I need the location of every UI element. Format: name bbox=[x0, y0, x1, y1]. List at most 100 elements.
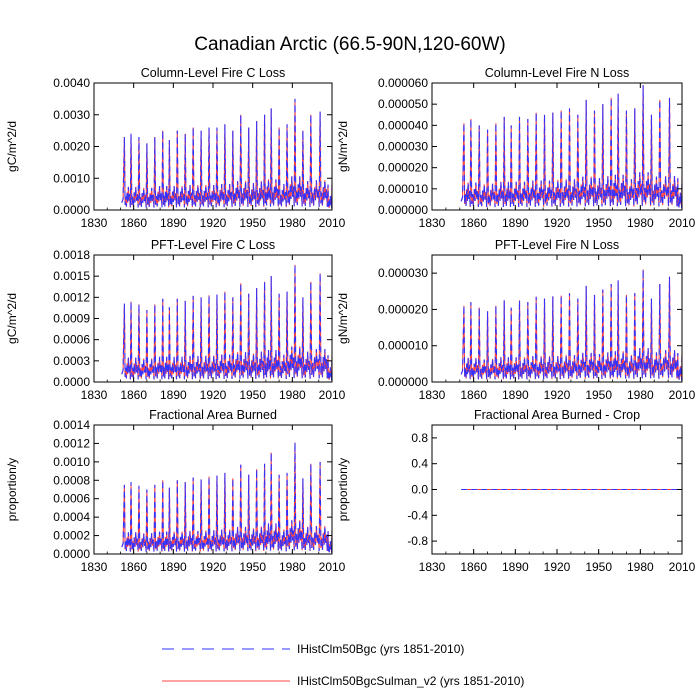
x-tick-label: 1830 bbox=[81, 388, 108, 402]
y-tick-label: 0.0020 bbox=[53, 140, 90, 154]
legend: IHistClm50Bgc (yrs 1851-2010) IHistClm50… bbox=[162, 642, 524, 688]
y-tick-label: 0.0018 bbox=[53, 248, 90, 262]
y-tick-label: 0.0003 bbox=[53, 354, 90, 368]
series-line-ihistclm50bgc bbox=[121, 442, 332, 553]
x-tick-label: 1830 bbox=[419, 560, 446, 574]
y-tick-label: 0.000000 bbox=[378, 203, 428, 217]
x-tick-label: 1920 bbox=[200, 216, 227, 230]
x-tick-label: 1980 bbox=[279, 388, 306, 402]
x-tick-label: 1860 bbox=[120, 388, 147, 402]
x-tick-label: 2010 bbox=[319, 388, 346, 402]
x-tick-label: 1890 bbox=[502, 560, 529, 574]
legend-label-ihistclm50bgc: IHistClm50Bgc (yrs 1851-2010) bbox=[297, 642, 464, 656]
y-tick-label: 0.0030 bbox=[53, 108, 90, 122]
y-tick-label: 0.0010 bbox=[53, 455, 90, 469]
x-tick-label: 1950 bbox=[585, 388, 612, 402]
chart-panel-2: Column-Level Fire N Loss gN/m^2/d 1830 1860… bbox=[336, 66, 696, 230]
series-line-ihistclm50bgc bbox=[460, 269, 682, 381]
y-tick-label: 0.000020 bbox=[378, 302, 428, 316]
y-tick-label: 0.0012 bbox=[53, 290, 90, 304]
y-tick-label: 0.0009 bbox=[53, 312, 90, 326]
x-tick-label: 1980 bbox=[627, 388, 654, 402]
x-tick-label: 1860 bbox=[460, 388, 487, 402]
y-tick-label: 0.000060 bbox=[378, 76, 428, 90]
x-tick-label: 1980 bbox=[627, 216, 654, 230]
y-tick-label: 0.0 bbox=[411, 483, 428, 497]
y-tick-label: 0.4 bbox=[411, 457, 428, 471]
x-tick-label: 2010 bbox=[319, 560, 346, 574]
x-tick-label: 1860 bbox=[120, 560, 147, 574]
x-tick-label: 1890 bbox=[160, 216, 187, 230]
x-tick-label: 1830 bbox=[419, 388, 446, 402]
x-tick-label: 1890 bbox=[502, 216, 529, 230]
y-tick-label: 0.000020 bbox=[378, 161, 428, 175]
y-tick-label: 0.0006 bbox=[53, 333, 90, 347]
x-tick-label: 1980 bbox=[279, 560, 306, 574]
x-tick-label: 1920 bbox=[544, 560, 571, 574]
x-tick-label: 1860 bbox=[460, 560, 487, 574]
series-line-ihistclm50bgc bbox=[460, 85, 682, 209]
y-tick-label: 0.0000 bbox=[53, 375, 90, 389]
chart-panel-6: Fractional Area Burned - Crop proportion/… bbox=[336, 408, 696, 574]
panel-title: PFT-Level Fire N Loss bbox=[495, 238, 619, 252]
y-tick-label: 0.0006 bbox=[53, 492, 90, 506]
panel-title: Column-Level Fire N Loss bbox=[485, 66, 630, 80]
y-tick-label: 0.0015 bbox=[53, 269, 90, 283]
y-axis-label: gN/m^2/d bbox=[336, 121, 350, 172]
chart-panel-5: Fractional Area Burned proportion/y 1830 18… bbox=[5, 408, 346, 574]
x-tick-label: 1950 bbox=[585, 216, 612, 230]
series-line-ihistclm50bgc bbox=[121, 264, 332, 381]
panel-title: Fractional Area Burned - Crop bbox=[474, 408, 640, 422]
x-tick-label: 1860 bbox=[460, 216, 487, 230]
panel-title: Column-Level Fire C Loss bbox=[141, 66, 286, 80]
y-tick-label: 0.000000 bbox=[378, 375, 428, 389]
x-tick-label: 1950 bbox=[239, 388, 266, 402]
y-tick-label: 0.000050 bbox=[378, 97, 428, 111]
x-tick-label: 1920 bbox=[544, 216, 571, 230]
chart-panel-4: PFT-Level Fire N Loss gN/m^2/d 1830 1860 189… bbox=[336, 238, 696, 402]
panel-title: Fractional Area Burned bbox=[149, 408, 277, 422]
y-tick-label: 0.000010 bbox=[378, 339, 428, 353]
x-tick-label: 1890 bbox=[160, 560, 187, 574]
x-tick-label: 2010 bbox=[669, 388, 696, 402]
y-tick-label: 0.0012 bbox=[53, 436, 90, 450]
y-axis-label: proportion/y bbox=[5, 458, 19, 521]
x-tick-label: 1980 bbox=[279, 216, 306, 230]
y-tick-label: 0.0000 bbox=[53, 203, 90, 217]
x-tick-label: 1980 bbox=[627, 560, 654, 574]
y-axis-label: gN/m^2/d bbox=[336, 293, 350, 344]
y-tick-label: 0.8 bbox=[411, 431, 428, 445]
x-tick-label: 1920 bbox=[544, 388, 571, 402]
y-axis-label: gC/m^2/d bbox=[5, 293, 19, 344]
y-tick-label: 0.0010 bbox=[53, 171, 90, 185]
x-tick-label: 1920 bbox=[200, 388, 227, 402]
x-tick-label: 1950 bbox=[239, 560, 266, 574]
y-tick-label: 0.000030 bbox=[378, 140, 428, 154]
y-tick-label: 0.000040 bbox=[378, 118, 428, 132]
y-tick-label: 0.0004 bbox=[53, 510, 90, 524]
y-tick-label: 0.0014 bbox=[53, 418, 90, 432]
y-tick-label: -0.8 bbox=[407, 534, 428, 548]
panel-title: PFT-Level Fire C Loss bbox=[151, 238, 275, 252]
y-tick-label: 0.0002 bbox=[53, 529, 90, 543]
x-tick-label: 1890 bbox=[502, 388, 529, 402]
x-tick-label: 1920 bbox=[200, 560, 227, 574]
x-tick-label: 1950 bbox=[585, 560, 612, 574]
y-tick-label: 0.0000 bbox=[53, 547, 90, 561]
figure-title: Canadian Arctic (66.5-90N,120-60W) bbox=[194, 34, 506, 55]
y-tick-label: 0.000030 bbox=[378, 266, 428, 280]
panel-grid: Column-Level Fire C Loss gC/m^2/d 1830 1860… bbox=[5, 66, 696, 574]
x-tick-label: 1830 bbox=[81, 560, 108, 574]
y-axis-label: proportion/y bbox=[336, 458, 350, 521]
x-tick-label: 1890 bbox=[160, 388, 187, 402]
x-tick-label: 1950 bbox=[239, 216, 266, 230]
legend-label-ihistclm50bgcsulman: IHistClm50BgcSulman_v2 (yrs 1851-2010) bbox=[297, 674, 524, 688]
y-tick-label: 0.0008 bbox=[53, 473, 90, 487]
chart-panel-1: Column-Level Fire C Loss gC/m^2/d 1830 1860… bbox=[5, 66, 346, 230]
y-tick-label: 0.0040 bbox=[53, 76, 90, 90]
x-tick-label: 1830 bbox=[81, 216, 108, 230]
y-tick-label: -0.4 bbox=[407, 508, 428, 522]
x-tick-label: 2010 bbox=[669, 560, 696, 574]
x-tick-label: 2010 bbox=[319, 216, 346, 230]
